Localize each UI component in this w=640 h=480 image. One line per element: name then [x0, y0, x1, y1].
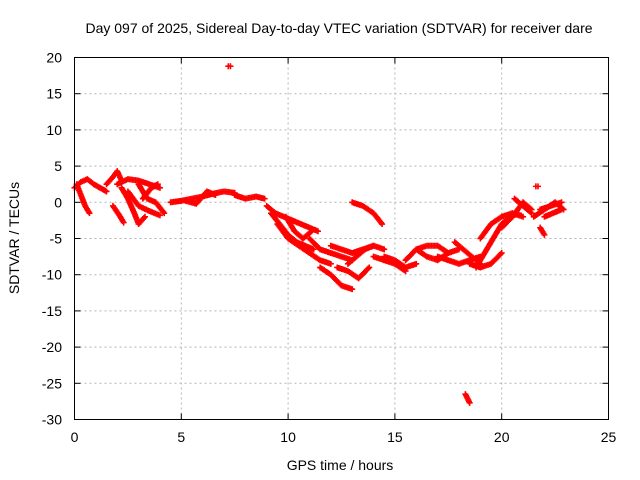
data-point: [413, 260, 420, 267]
y-tick-label: -5: [50, 231, 63, 247]
x-tick-label: 10: [280, 429, 296, 445]
data-point: [535, 183, 542, 190]
grid-lines: [74, 57, 609, 420]
data-point: [161, 210, 168, 217]
y-axis-title: SDTVAR / TECUs: [6, 182, 22, 294]
data-point: [327, 260, 334, 267]
data-point: [381, 246, 388, 253]
data-point: [466, 399, 473, 406]
data-point: [379, 221, 386, 228]
plot-frame: [74, 57, 609, 420]
data-point: [520, 213, 527, 220]
y-tick-label: -30: [42, 412, 62, 428]
y-tick-label: 20: [46, 50, 62, 66]
y-tick-label: 0: [54, 194, 62, 210]
x-tick-label: 15: [387, 429, 403, 445]
data-point: [261, 195, 268, 202]
data-point: [86, 210, 93, 217]
data-point: [310, 246, 317, 253]
data-point: [528, 210, 535, 217]
data-point: [141, 213, 148, 220]
data-point: [497, 251, 504, 258]
x-tick-label: 20: [494, 429, 510, 445]
y-tick-label: -20: [42, 339, 62, 355]
y-tick-label: 5: [54, 158, 62, 174]
y-tick-label: -25: [42, 375, 62, 391]
data-point: [308, 228, 315, 235]
data-point: [498, 249, 505, 256]
data-point: [315, 228, 322, 235]
data-point: [212, 192, 219, 199]
y-tick-label: 10: [46, 122, 62, 138]
x-axis-ticks: 0 5 10 15 20 25: [71, 57, 617, 445]
data-point: [558, 199, 565, 206]
data-point: [154, 181, 161, 188]
x-tick-label: 0: [71, 429, 79, 445]
x-axis-title: GPS time / hours: [287, 457, 394, 473]
x-tick-label: 25: [601, 429, 617, 445]
data-point: [156, 184, 163, 191]
y-tick-label: -15: [42, 303, 62, 319]
y-axis-ticks: -30 -25 -20 -15 -10 -5 0 5 10 15 20: [42, 50, 609, 428]
data-point: [120, 219, 127, 226]
data-point: [156, 212, 163, 219]
data-point: [558, 206, 565, 213]
data-points: [71, 63, 567, 406]
x-tick-label: 5: [177, 429, 185, 445]
data-point: [103, 188, 110, 195]
chart-title: Day 097 of 2025, Sidereal Day-to-day VTE…: [85, 20, 592, 36]
y-tick-label: -10: [42, 267, 62, 283]
data-point: [541, 231, 548, 238]
data-point: [349, 286, 356, 293]
data-point: [227, 63, 234, 70]
data-point: [366, 264, 373, 271]
data-point: [365, 265, 372, 272]
y-tick-label: 15: [46, 86, 62, 102]
